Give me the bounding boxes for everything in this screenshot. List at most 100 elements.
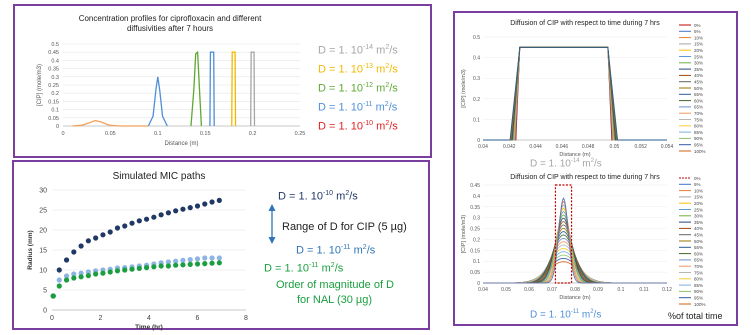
sci-exp: -12 [362, 82, 374, 89]
pct-legend-label: 40% [694, 73, 703, 78]
mic-point-series2 [71, 275, 77, 281]
mic-point-series0 [173, 208, 179, 214]
y-tick-label: 0.35 [470, 205, 480, 211]
sci-base: D = 1. 10 [264, 262, 309, 275]
diff-top-line [483, 46, 667, 141]
sci-unit-exp: 2 [330, 262, 335, 269]
sci-unit-tail: /s [593, 309, 602, 321]
diff-top-title: Diffusion of CIP with respect to time du… [510, 20, 660, 27]
pct-legend-label: 55% [694, 245, 703, 250]
pct-legend-label: 95% [694, 296, 703, 301]
mic-point-series0 [63, 257, 70, 263]
x-tick-label: 2 [99, 315, 103, 322]
profiles-legend-item: D = 1. 10-11 m2/s [318, 101, 397, 114]
sci-unit-tail: /s [389, 44, 398, 57]
y-tick-label: 0.35 [48, 67, 59, 73]
sci-base: D = 1. 10 [530, 158, 571, 170]
profile-line-5 [250, 51, 256, 127]
y-tick-label: 25 [39, 208, 47, 215]
mic-point-series2 [187, 261, 193, 267]
x-tick-label: 0.11 [639, 287, 649, 293]
y-tick-label: 0.2 [473, 237, 480, 243]
sci-unit-tail: /s [349, 190, 358, 203]
mic-point-series0 [216, 197, 222, 203]
mic-point-series1 [78, 270, 84, 276]
profiles-panel: Concentration profiles for ciprofloxacin… [13, 4, 432, 158]
pct-legend-label: 40% [694, 226, 703, 231]
sci-unit-exp: 2 [385, 63, 390, 70]
mic-point-series0 [93, 235, 99, 241]
pct-legend-label: 35% [694, 220, 703, 225]
pct-legend-label: 45% [694, 80, 703, 85]
profiles-title-line1: Concentration profiles for ciprofloxacin… [78, 14, 262, 23]
sci-exp: -14 [362, 44, 374, 51]
x-tick-label: 0.054 [661, 144, 674, 150]
sci-unit: m [373, 44, 386, 57]
pct-legend-label: 50% [694, 86, 703, 91]
pct-legend-label: 15% [694, 195, 703, 200]
x-tick-label: 0.04 [478, 287, 488, 293]
sci-exp: -10 [362, 120, 374, 127]
mic-point-series2 [180, 262, 186, 268]
mic-point-series2 [85, 273, 91, 279]
diff-top-line [483, 46, 667, 141]
y-tick-label: 20 [39, 228, 47, 235]
pct-legend-label: 100% [694, 302, 706, 307]
diff-top-line [483, 46, 667, 141]
pct-legend-label: 100% [694, 149, 706, 154]
mic-point-series1 [180, 257, 186, 263]
sci-unit-exp: 2 [590, 158, 594, 164]
diff-bottom-caption: D = 1. 10-11 m2/s [530, 309, 601, 320]
mic-point-series2 [129, 266, 135, 272]
x-tick-label: 0.05 [501, 287, 511, 293]
profile-line-1 [147, 76, 168, 127]
x-tick-label: 0.1 [154, 131, 162, 137]
pct-legend-label: 70% [694, 264, 703, 269]
pct-legend-label: 80% [694, 277, 703, 282]
x-tick-label: 0.05 [610, 144, 620, 150]
mic-point-series2 [202, 261, 208, 267]
diff-bottom-line [483, 217, 667, 284]
x-tick-label: 0.04 [478, 144, 488, 150]
sci-unit: m [579, 158, 591, 170]
sci-unit-exp: 2 [384, 101, 389, 108]
sci-unit: m [372, 101, 385, 114]
mic-point-series1 [63, 273, 70, 279]
x-tick-label: 0.2 [249, 131, 257, 137]
sci-unit-tail: /s [389, 63, 398, 76]
y-tick-label: 15 [39, 248, 47, 255]
mic-point-series0 [122, 223, 128, 229]
sci-exp: -11 [308, 262, 319, 269]
mic-point-series2 [136, 265, 142, 271]
pct-legend-label: 80% [694, 124, 703, 129]
x-axis-label: Distance (m) [164, 141, 198, 147]
pct-legend-label: 75% [694, 270, 703, 275]
sci-unit: m [373, 63, 386, 76]
mic-point-series2 [158, 263, 164, 269]
mic-point-series0 [114, 225, 121, 231]
mic-chart: Simulated MIC paths 0 5 10 15 20 25 30 0 2 4 6 8 Time… [27, 171, 276, 331]
mic-anno-mid: D = 1. 10-11 m2/s [296, 244, 375, 257]
sci-unit-exp: 2 [362, 244, 367, 251]
x-tick-label: 0.15 [200, 131, 211, 137]
pct-legend-label: 30% [694, 61, 703, 66]
diff-top-line [483, 46, 667, 141]
sci-unit: m [373, 82, 386, 95]
mic-point-series0 [165, 210, 171, 216]
x-tick-label: 0.09 [593, 287, 603, 293]
pct-legend-label: 65% [694, 105, 703, 110]
mic-point-series2 [122, 267, 128, 273]
y-tick-label: 0.45 [470, 183, 480, 189]
pct-legend-label: 20% [694, 48, 703, 53]
profiles-chart: 0 0.05 0.1 0.15 0.2 0.25 0.3 0.35 0.4 0.45 0.5 0 0.0… [37, 42, 305, 147]
mic-point-series1 [85, 269, 91, 275]
y-tick-label: 0.4 [51, 58, 59, 64]
sci-exp: -14 [570, 158, 580, 164]
mic-point-series1 [71, 271, 77, 277]
y-tick-label: 0 [43, 308, 47, 315]
mic-point-series0 [56, 267, 62, 273]
pct-legend-label: 5% [694, 29, 701, 34]
pct-legend-label: 5% [694, 182, 701, 187]
pct-legend-label: 85% [694, 283, 703, 288]
diffusion-charts: Diffusion of CIP with respect to time du… [461, 20, 706, 307]
